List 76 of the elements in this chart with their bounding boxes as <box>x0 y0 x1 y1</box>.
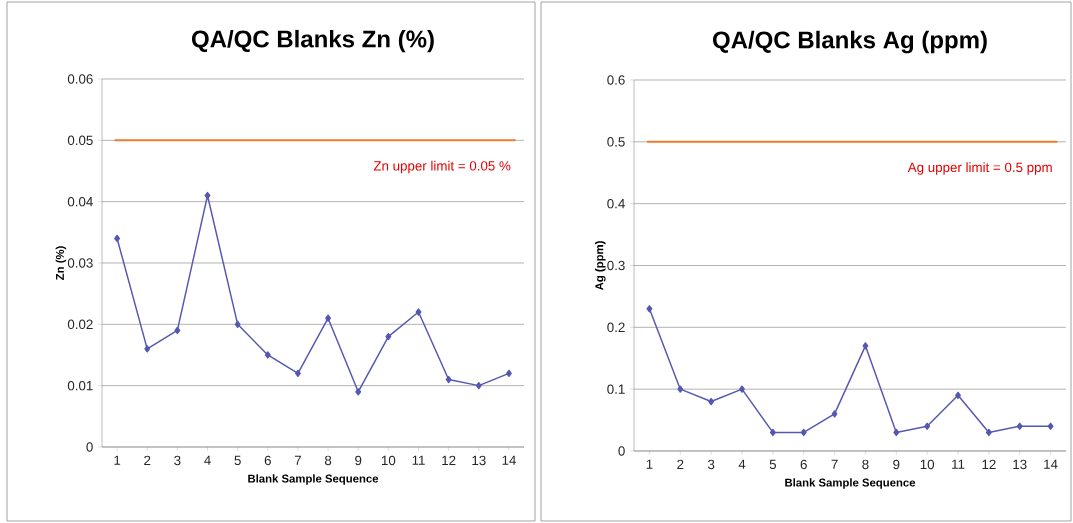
y-tick-label: 0.06 <box>67 74 93 84</box>
x-tick-label: 9 <box>893 459 900 470</box>
point <box>325 314 332 322</box>
point <box>475 381 482 390</box>
chart-title: QA/QC Blanks Ag (ppm) <box>712 30 987 54</box>
x-tick-label: 13 <box>1013 459 1027 470</box>
y-tick-label: 0.5 <box>607 137 625 147</box>
x-tick-label: 8 <box>324 455 332 466</box>
point <box>505 369 512 378</box>
x-tick-label: 7 <box>831 459 838 469</box>
x-axis-title: Blank Sample Sequence <box>248 474 379 485</box>
y-tick-label: 0.6 <box>607 75 625 85</box>
y-tick-label: 0.05 <box>67 135 93 146</box>
x-tick-label: 10 <box>920 459 935 470</box>
x-tick-label: 2 <box>144 455 151 465</box>
x-tick-label: 10 <box>381 455 396 466</box>
point <box>862 342 869 350</box>
x-tick-label: 3 <box>174 455 181 466</box>
point <box>174 326 181 335</box>
ref-line-label: Ag upper limit = 0.5 ppm <box>907 162 1052 175</box>
x-tick-label: 6 <box>264 455 271 466</box>
x-tick-label: 3 <box>707 459 715 470</box>
point <box>677 385 684 393</box>
point <box>114 234 121 243</box>
point <box>204 191 211 200</box>
x-tick-label: 14 <box>1044 459 1058 469</box>
point <box>831 410 838 418</box>
y-tick-label: 0.02 <box>67 319 93 330</box>
x-tick-label: 2 <box>677 459 684 470</box>
x-tick-label: 12 <box>982 459 996 470</box>
x-tick-label: 12 <box>442 455 456 465</box>
y-tick-label: 0.2 <box>607 322 625 333</box>
x-tick-label: 5 <box>769 459 777 469</box>
x-tick-label: 1 <box>646 459 653 469</box>
point <box>739 385 745 393</box>
ref-line-label: Zn upper limit = 0.05 % <box>373 160 511 174</box>
point <box>893 428 900 437</box>
x-tick-label: 1 <box>114 455 121 465</box>
point <box>1047 422 1054 430</box>
point <box>1016 422 1023 430</box>
x-tick-label: 11 <box>412 455 425 465</box>
x-tick-label: 14 <box>502 455 516 465</box>
y-tick-label: 0.04 <box>67 196 93 207</box>
y-tick-label: 0.3 <box>607 260 625 271</box>
x-tick-label: 11 <box>952 459 965 469</box>
x-tick-label: 8 <box>862 459 869 470</box>
x-tick-label: 7 <box>294 455 301 465</box>
point <box>385 332 392 341</box>
x-tick-label: 4 <box>204 455 211 465</box>
y-tick-label: 0.03 <box>67 258 93 268</box>
point <box>985 428 992 437</box>
point <box>800 428 807 437</box>
y-tick-label: 0.4 <box>607 198 625 209</box>
y-axis-title: Ag (ppm) <box>594 241 606 291</box>
y-tick-label: 0.1 <box>607 384 625 394</box>
point <box>646 305 653 313</box>
point <box>234 320 241 328</box>
chart-title: QA/QC Blanks Zn (%) <box>191 29 434 53</box>
point <box>445 375 452 384</box>
x-tick-label: 4 <box>738 459 746 469</box>
point <box>264 351 271 359</box>
point <box>708 397 715 406</box>
point <box>415 308 422 316</box>
point <box>144 345 151 353</box>
y-axis-title: Zn (%) <box>55 246 67 280</box>
point <box>924 422 931 430</box>
point <box>355 388 362 396</box>
point <box>769 428 776 437</box>
x-tick-label: 13 <box>472 455 486 466</box>
y-tick-label: 0 <box>86 442 93 452</box>
y-tick-label: 0.01 <box>67 380 93 391</box>
x-tick-label: 9 <box>355 455 362 466</box>
x-tick-label: 5 <box>234 455 241 465</box>
y-tick-label: 0 <box>618 446 625 456</box>
x-axis-title: Blank Sample Sequence <box>785 478 916 489</box>
x-tick-label: 6 <box>800 459 807 470</box>
